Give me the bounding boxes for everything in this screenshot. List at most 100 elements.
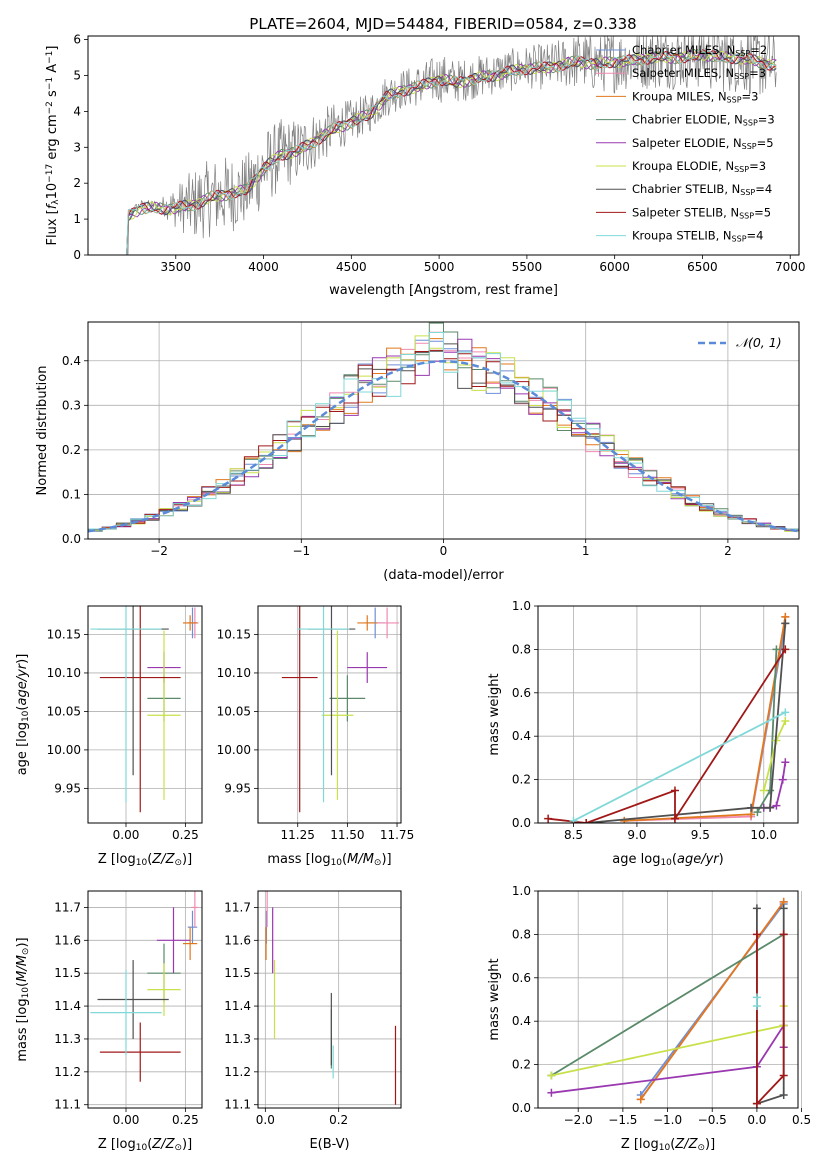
y-axis-label-part: 10 [45, 183, 60, 200]
series-marker [752, 993, 761, 1002]
legend-label-sub: SSP [739, 211, 754, 220]
y-tick-label: 0.4 [512, 729, 531, 743]
y-axis-label: mass weight [487, 673, 502, 755]
axes-frame [257, 605, 402, 824]
y-tick-label: 0.0 [512, 816, 531, 830]
panel-spectrum: 3500 4000 4500 5000 5500 6000 6500 7000 0 1 2 3 4 5 6 w… [45, 33, 805, 298]
y-axis-label-part: Flux [ [45, 209, 60, 245]
legend-label-value: =3 [749, 66, 766, 80]
errorbar-chabrier-stelib [97, 960, 169, 1039]
legend-label-value: =5 [754, 205, 771, 219]
legend-label-text: Kroupa STELIB, N [632, 229, 732, 243]
x-tick-label: 0.0 [747, 1113, 766, 1127]
x-axis-label: E(B-V) [309, 1137, 349, 1152]
y-tick-label: 4 [73, 104, 81, 118]
legend-entry-salpeter-elodie: Salpeter ELODIE, NSSP=5 [596, 136, 774, 151]
x-tick-label: 0.25 [172, 1113, 199, 1127]
x-tick-label: 8.5 [564, 828, 583, 842]
errorbar-kroupa-miles [183, 615, 198, 631]
legend-label: Kroupa ELODIE, NSSP=3 [632, 159, 766, 174]
legend-label-value: =3 [749, 159, 766, 173]
series-marker [772, 645, 781, 654]
series-marker [752, 1002, 761, 1011]
axes-frame [257, 890, 402, 1109]
series-marker [779, 1090, 788, 1099]
y-tick-label: 0.2 [62, 443, 81, 457]
y-tick-label: 1.0 [512, 599, 531, 613]
x-tick-label: 11.50 [330, 828, 364, 842]
x-tick-label: 4500 [336, 260, 367, 274]
y-tick-label: 0.6 [512, 971, 531, 985]
x-tick-label: −1.5 [608, 1113, 637, 1127]
axis-label-part: ) [719, 852, 724, 867]
axis-label-part: age/yr [15, 662, 30, 705]
axis-label-part: ( [15, 706, 30, 711]
legend-label: Chabrier STELIB, NSSP=4 [632, 182, 772, 197]
axis-label-part: 10 [136, 1143, 148, 1153]
series-marker [547, 1071, 556, 1080]
legend-label: Salpeter STELIB, NSSP=5 [632, 205, 771, 220]
errorbar-salpeter-miles [191, 891, 199, 928]
panel-mass-vs-EBV: 0.0 0.2 11.1 11.2 11.3 11.4 11.5 11.6 11.7 E(B-V) [224, 890, 402, 1152]
legend-label-sub: SSP [743, 119, 758, 128]
legend-normal: 𝒩(0, 1) [698, 335, 782, 350]
legend-label: Salpeter MILES, NSSP=3 [632, 66, 766, 81]
series-marker [752, 904, 761, 913]
y-tick-label: 3 [73, 140, 81, 154]
axis-label-part: mass [log [267, 852, 330, 867]
axis-label-part: ( [147, 852, 152, 867]
x-tick-label: 0.0 [256, 1113, 275, 1127]
x-tick-label: 0.00 [113, 828, 140, 842]
series-marker [620, 816, 629, 823]
axis-label-part: 10 [660, 858, 672, 868]
panel-mass-vs-Z: 0.00 0.25 11.1 11.2 11.3 11.4 11.5 11.6 11.7 Z [l… [15, 890, 203, 1153]
legend-entry-kroupa-elodie: Kroupa ELODIE, NSSP=3 [596, 159, 766, 174]
x-axis-label: age log10(age/yr) [612, 852, 723, 868]
legend-label-value: =4 [747, 229, 764, 243]
axis-label-part: Z/Z [151, 1137, 175, 1152]
axis-label-part: Z/Z [674, 1137, 698, 1152]
errorbar-salpeter-stelib [99, 1022, 181, 1082]
errorbar-salpeter-elodie [347, 652, 388, 683]
legend-label-text: Kroupa ELODIE, N [632, 159, 734, 173]
series-marker [582, 819, 591, 823]
errorbar-kroupa-elodie [321, 630, 354, 800]
legend-label-text: Chabrier MILES, N [632, 43, 735, 57]
y-axis-label: age [log10(age/yr)] [15, 654, 31, 776]
axes-frame [87, 890, 203, 1109]
y-tick-label: 11.1 [224, 1098, 251, 1112]
series-marker [547, 1088, 556, 1097]
axis-label-part: )] [15, 937, 30, 947]
spectrum-model-kroupa-miles [123, 48, 777, 255]
errorbar-salpeter-miles [375, 607, 400, 639]
y-tick-label: 6 [73, 33, 81, 47]
axes-frame [87, 321, 800, 540]
spectrum-model-salpeter-stelib [123, 49, 777, 255]
errorbar-kroupa-miles [183, 927, 198, 961]
x-axis-label: Z [log10(Z/Z⊙)] [98, 1137, 192, 1153]
y-tick-label: 9.95 [224, 781, 251, 795]
legend-entry-salpeter-stelib: Salpeter STELIB, NSSP=5 [596, 205, 771, 220]
axes-frame [87, 35, 800, 256]
x-axis-label: mass [log10(M/M⊙)] [267, 852, 391, 868]
x-tick-label: 0.00 [113, 1113, 140, 1127]
spectrum-model-salpeter-elodie [123, 49, 777, 255]
x-tick-label: 9.0 [627, 828, 646, 842]
axis-label-part: )] [15, 654, 30, 664]
axis-label-part: age/yr [677, 852, 720, 867]
y-tick-label: 1.0 [512, 884, 531, 898]
errorbar-salpeter-elodie [156, 907, 191, 974]
line-series-kroupa-stelib [752, 993, 761, 1011]
y-tick-label: 0.0 [62, 532, 81, 546]
series-line [573, 711, 786, 822]
legend-label-sub: SSP [732, 235, 747, 244]
histogram-kroupa-stelib [88, 332, 799, 534]
series-marker [544, 814, 553, 823]
legend-label-value: =4 [755, 182, 772, 196]
y-axis-label: mass [log10(M/M⊙)] [15, 937, 31, 1061]
legend-label: Kroupa STELIB, NSSP=4 [632, 229, 763, 244]
y-tick-label: 11.3 [224, 1032, 251, 1046]
legend-entry-salpeter-miles: Salpeter MILES, NSSP=3 [596, 66, 766, 81]
series-line [550, 933, 785, 1077]
legend-label-sub: SSP [735, 49, 750, 58]
